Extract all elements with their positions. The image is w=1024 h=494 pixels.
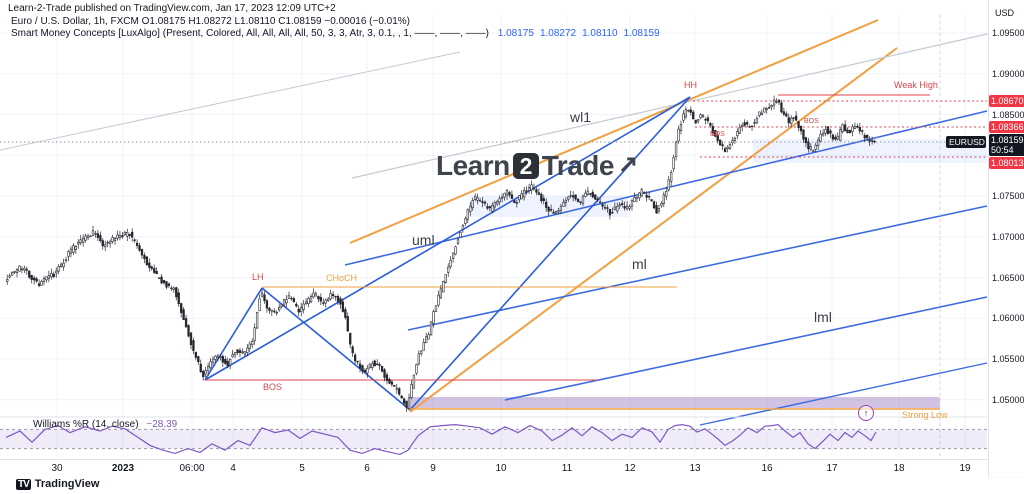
indicator-value-2: 1.08110 — [582, 28, 618, 39]
time-tick: 16 — [761, 463, 773, 474]
zigzag-1 — [204, 287, 263, 381]
zigzag-diagonal — [204, 96, 691, 381]
label-weak-high: Weak High — [894, 80, 938, 90]
pitchfork-lml — [504, 296, 988, 401]
level-price-label: 1.08013 — [989, 157, 1024, 169]
anchor-marker-glyph: ↑ — [863, 408, 869, 418]
time-tick: 4 — [230, 463, 236, 474]
indicator-value-3: 1.08159 — [623, 28, 660, 39]
price-scale[interactable]: USD 1.09500 1.09000 1.08500 1.07500 1.07000 1… — [988, 0, 1024, 477]
zigzag-3 — [409, 96, 691, 411]
label-ml: ml — [632, 256, 647, 272]
label-bos: BOS — [710, 131, 725, 138]
time-tick: 06:00 — [179, 463, 205, 474]
learn2trade-watermark: Learn 2 Trade ↗ — [436, 150, 638, 182]
time-tick: 10 — [495, 463, 507, 474]
indicator-values: 1.08175 1.08272 1.08110 1.08159 — [492, 28, 660, 39]
time-tick: 18 — [893, 463, 905, 474]
watermark-learn: Learn — [436, 150, 510, 181]
label-choch: CHoCH — [326, 273, 358, 283]
watermark-trade: Trade — [541, 150, 615, 181]
time-tick: 12 — [624, 463, 636, 474]
williams-r-title[interactable]: Williams %R (14, close) — [33, 419, 139, 430]
time-tick: 17 — [826, 463, 838, 474]
tradingview-logo-text: TradingView — [34, 478, 100, 490]
time-tick: 5 — [299, 463, 305, 474]
price-tick: 1.08500 — [992, 110, 1024, 120]
tradingview-logo[interactable]: TV TradingView — [16, 478, 99, 490]
label-bos: BOS — [263, 382, 283, 392]
gray-line-topleft — [0, 51, 461, 151]
indicator-legend-row: Smart Money Concepts [LuxAlgo] (Present,… — [11, 28, 660, 39]
tradingview-logo-icon: TV — [16, 478, 31, 490]
label-strong-low: Strong Low — [902, 410, 948, 420]
time-tick: 9 — [430, 463, 436, 474]
price-tick: 1.07000 — [992, 232, 1024, 242]
zigzag-2 — [261, 287, 411, 411]
watermark-arrow-icon: ↗ — [617, 150, 638, 178]
label-uml: uml — [412, 232, 435, 248]
pitchfork-lower — [699, 362, 988, 426]
williams-r-legend: Williams %R (14, close) −28.39 — [33, 419, 177, 430]
time-tick: 19 — [959, 463, 971, 474]
candlesticks — [6, 95, 876, 412]
time-tick: 13 — [689, 463, 701, 474]
anchor-marker-icon[interactable]: ↑ — [858, 405, 874, 421]
ohlc-H: H1.08272 — [188, 16, 232, 27]
time-axis[interactable]: 30 2023 06:00 4 5 6 9 10 11 12 13 16 17 18 19 — [0, 459, 988, 478]
watermark-2-badge: 2 — [512, 153, 539, 179]
label-hh: HH — [684, 80, 697, 90]
time-tick: 2023 — [111, 463, 135, 474]
ohlc-values: O1.08175 H1.08272 L1.08110 C1.08159 — [142, 16, 322, 27]
label-lml: lml — [814, 309, 832, 325]
symbol-legend-row: Euro / U.S. Dollar, 1h, FXCM O1.08175 H1… — [11, 16, 410, 27]
ohlc-L: L1.08110 — [234, 16, 276, 27]
label-bos: BOS — [804, 118, 819, 125]
symbol-price-chip: EURUSD — [946, 136, 986, 148]
label-lh: LH — [252, 272, 264, 282]
price-tick: 1.07500 — [992, 191, 1024, 201]
trendlines[interactable] — [0, 19, 1019, 426]
price-tick: 1.06500 — [992, 273, 1024, 283]
label-wl1: wl1 — [570, 109, 592, 125]
published-bar: Learn-2-Trade published on TradingView.c… — [8, 3, 336, 14]
indicator-title[interactable]: Smart Money Concepts [LuxAlgo] — [11, 28, 160, 39]
williams-r-value: −28.39 — [146, 419, 178, 430]
current-price-label: 1.08159 50:54 — [989, 134, 1024, 156]
orange-channel-lower — [409, 47, 898, 413]
structure-levels — [205, 94, 987, 410]
ohlc-C: C1.08159 — [278, 16, 322, 27]
price-scale-currency: USD — [995, 8, 1015, 18]
time-tick: 6 — [364, 463, 370, 474]
level-price-label: 1.08670 — [989, 95, 1024, 107]
price-tick: 1.05500 — [992, 354, 1024, 364]
level-price-label: 1.08366 — [989, 121, 1024, 133]
change-value: −0.00016 (−0.01%) — [324, 16, 411, 27]
price-tick: 1.05000 — [992, 395, 1024, 405]
ohlc-O: O1.08175 — [141, 16, 186, 27]
pitchfork-ml — [407, 205, 988, 331]
indicator-value-0: 1.08175 — [497, 28, 534, 39]
time-tick: 11 — [561, 463, 573, 474]
orange-channel-upper — [349, 19, 879, 244]
indicator-params: (Present, Colored, All, All, All, All, 5… — [162, 28, 489, 39]
price-tick: 1.06000 — [992, 313, 1024, 323]
symbol-title[interactable]: Euro / U.S. Dollar, 1h, FXCM — [11, 16, 139, 27]
time-tick: 30 — [51, 463, 63, 474]
indicator-value-1: 1.08272 — [539, 28, 577, 39]
williams-r-pane — [0, 423, 987, 456]
price-tick: 1.09000 — [992, 69, 1024, 79]
price-tick: 1.09500 — [992, 28, 1024, 38]
